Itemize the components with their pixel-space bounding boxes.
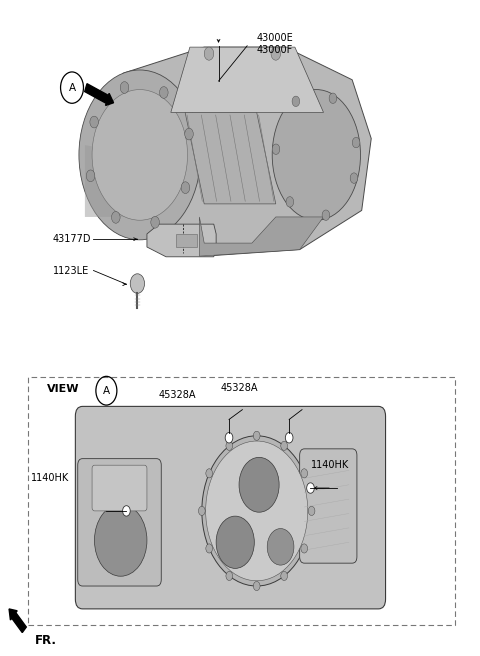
Text: 1123LE: 1123LE [53,266,89,276]
Circle shape [292,96,300,106]
Text: 45328A: 45328A [159,390,196,400]
Circle shape [350,173,358,183]
Circle shape [308,506,315,516]
FancyBboxPatch shape [300,449,357,563]
Circle shape [239,457,279,512]
Circle shape [151,216,159,228]
Circle shape [204,47,214,60]
Circle shape [272,144,280,154]
FancyArrow shape [9,609,26,632]
Circle shape [322,210,330,220]
Circle shape [307,483,314,493]
Circle shape [352,137,360,148]
Ellipse shape [272,90,360,220]
Circle shape [301,544,308,553]
FancyArrow shape [84,84,114,106]
Circle shape [111,211,120,223]
Text: A: A [69,83,75,92]
Circle shape [206,544,213,553]
Circle shape [205,441,308,581]
Circle shape [202,436,312,586]
Text: 1140HK: 1140HK [311,460,349,470]
Polygon shape [85,47,371,256]
Circle shape [267,529,294,565]
Circle shape [285,432,293,443]
FancyBboxPatch shape [78,459,161,586]
Circle shape [329,93,337,104]
Circle shape [271,47,281,60]
Bar [176,234,197,247]
Circle shape [122,506,130,516]
Circle shape [181,182,190,194]
Polygon shape [147,224,216,256]
FancyBboxPatch shape [75,406,385,609]
Circle shape [226,441,233,451]
Polygon shape [199,217,324,256]
Circle shape [159,87,168,98]
Ellipse shape [92,90,188,220]
Circle shape [253,581,260,590]
Circle shape [95,504,147,576]
Ellipse shape [79,70,201,240]
Circle shape [226,571,233,581]
Text: FR.: FR. [35,634,57,647]
Circle shape [281,441,288,451]
Circle shape [90,116,98,128]
Circle shape [199,506,205,516]
Text: 43177D: 43177D [53,234,91,244]
Polygon shape [185,112,276,204]
Polygon shape [85,145,140,217]
FancyBboxPatch shape [92,465,147,511]
Circle shape [225,432,233,443]
Bar [28,377,455,625]
Circle shape [286,197,294,207]
Circle shape [253,431,260,440]
Circle shape [281,571,288,581]
Text: VIEW: VIEW [47,384,79,394]
Circle shape [216,516,254,568]
Circle shape [120,81,129,93]
Polygon shape [171,47,324,112]
Circle shape [86,170,95,182]
Circle shape [301,469,308,478]
Text: 1140HK: 1140HK [31,473,69,483]
Circle shape [185,128,193,140]
Text: 43000E
43000F: 43000E 43000F [257,33,293,54]
Circle shape [130,274,144,293]
Text: 45328A: 45328A [221,383,258,394]
Circle shape [206,469,213,478]
Text: A: A [103,386,110,396]
